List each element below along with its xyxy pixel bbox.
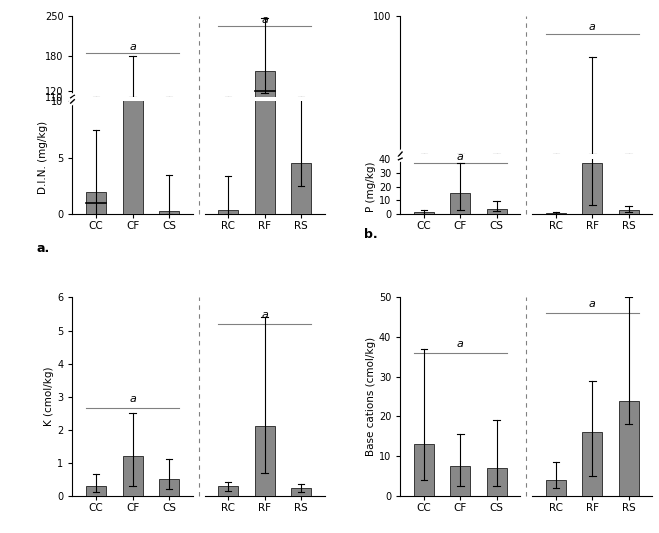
Bar xyxy=(254,426,275,496)
Y-axis label: Base cations (cmol/kg): Base cations (cmol/kg) xyxy=(366,337,376,456)
Bar xyxy=(619,210,639,214)
Bar xyxy=(450,193,471,214)
Text: a: a xyxy=(261,310,268,320)
Bar xyxy=(254,0,275,214)
Bar xyxy=(583,161,602,246)
Bar xyxy=(123,98,142,160)
Bar xyxy=(86,192,106,214)
Bar xyxy=(487,237,507,246)
Bar xyxy=(218,209,238,214)
Text: a: a xyxy=(589,22,596,31)
Bar xyxy=(487,209,507,214)
Bar xyxy=(291,164,311,214)
Text: a: a xyxy=(261,15,268,25)
Bar xyxy=(619,239,639,246)
Bar xyxy=(414,212,434,214)
Bar xyxy=(123,456,142,496)
Bar xyxy=(450,212,471,246)
Bar xyxy=(414,243,434,246)
Bar xyxy=(546,213,566,214)
Bar xyxy=(291,488,311,496)
Bar xyxy=(583,163,602,214)
Bar xyxy=(583,432,602,496)
Bar xyxy=(450,466,471,496)
Text: a: a xyxy=(457,339,464,349)
Bar xyxy=(414,444,434,496)
Bar xyxy=(546,480,566,496)
Bar xyxy=(86,159,106,160)
Bar xyxy=(254,71,275,160)
Bar xyxy=(487,468,507,496)
Text: a.: a. xyxy=(36,243,49,255)
Y-axis label: D.I.N. (mg/kg): D.I.N. (mg/kg) xyxy=(38,121,48,195)
Bar xyxy=(123,0,142,214)
Text: a: a xyxy=(589,300,596,309)
Y-axis label: K (cmol/kg): K (cmol/kg) xyxy=(44,367,55,426)
Bar xyxy=(291,157,311,160)
Text: a: a xyxy=(129,42,136,52)
Text: a: a xyxy=(457,152,464,162)
Bar xyxy=(619,400,639,496)
Bar xyxy=(218,487,238,496)
Bar xyxy=(159,479,179,496)
Text: a: a xyxy=(129,394,136,404)
Bar xyxy=(546,244,566,246)
Text: b.: b. xyxy=(364,228,378,241)
Bar xyxy=(86,486,106,496)
Y-axis label: P (mg/kg): P (mg/kg) xyxy=(366,161,376,212)
Bar xyxy=(159,211,179,214)
